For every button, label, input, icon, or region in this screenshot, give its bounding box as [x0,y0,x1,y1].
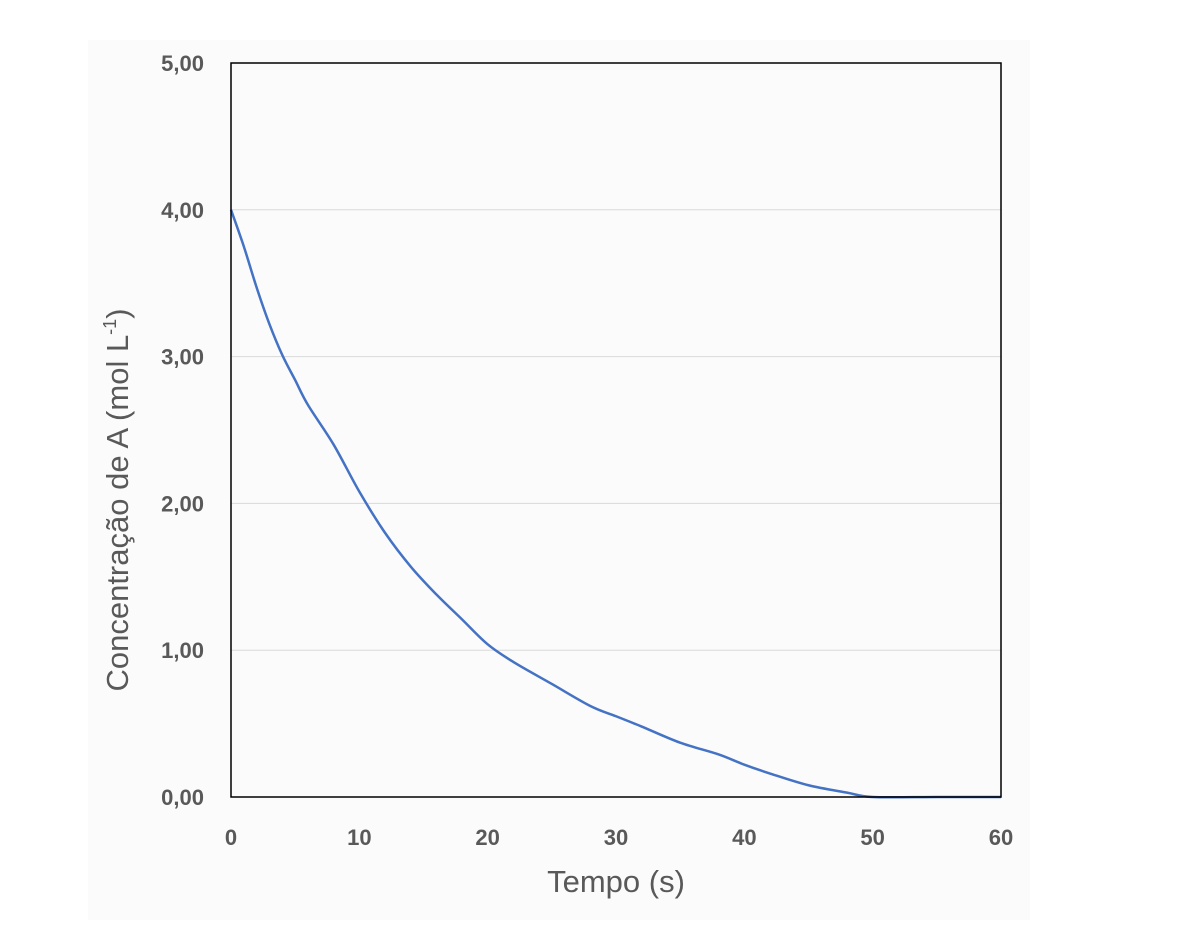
x-tick-label: 10 [347,825,371,850]
grid-lines [231,209,1001,651]
line-chart: 0,00 1,00 2,00 3,00 4,00 5,00 0 10 20 30 40 50 60 T… [100,51,1013,899]
x-tick-label: 30 [604,825,628,850]
y-tick-label: 1,00 [161,638,204,663]
y-tick-labels: 0,00 1,00 2,00 3,00 4,00 5,00 [161,51,204,810]
x-tick-label: 60 [989,825,1013,850]
x-tick-label: 20 [475,825,499,850]
x-tick-label: 50 [860,825,884,850]
series-line-0 [229,209,1001,799]
y-tick-label: 2,00 [161,491,204,516]
y-tick-label: 5,00 [161,51,204,76]
x-axis-title: Tempo (s) [547,864,685,899]
x-tick-label: 40 [732,825,756,850]
y-axis-title-close: ) [100,308,135,318]
y-axis-title: Concentração de A (mol L-1) [100,308,135,691]
y-tick-label: 4,00 [161,198,204,223]
y-tick-label: 0,00 [161,785,204,810]
plot-frame [230,62,1002,798]
x-tick-label: 0 [225,825,237,850]
x-tick-labels: 0 10 20 30 40 50 60 [225,825,1013,850]
y-axis-title-main: Concentração de A (mol L [100,335,135,692]
series-layer [229,209,1001,799]
chart-figure: 0,00 1,00 2,00 3,00 4,00 5,00 0 10 20 30 40 50 60 T… [88,40,1030,920]
y-tick-label: 3,00 [161,345,204,370]
y-axis-title-superscript: -1 [100,319,120,335]
